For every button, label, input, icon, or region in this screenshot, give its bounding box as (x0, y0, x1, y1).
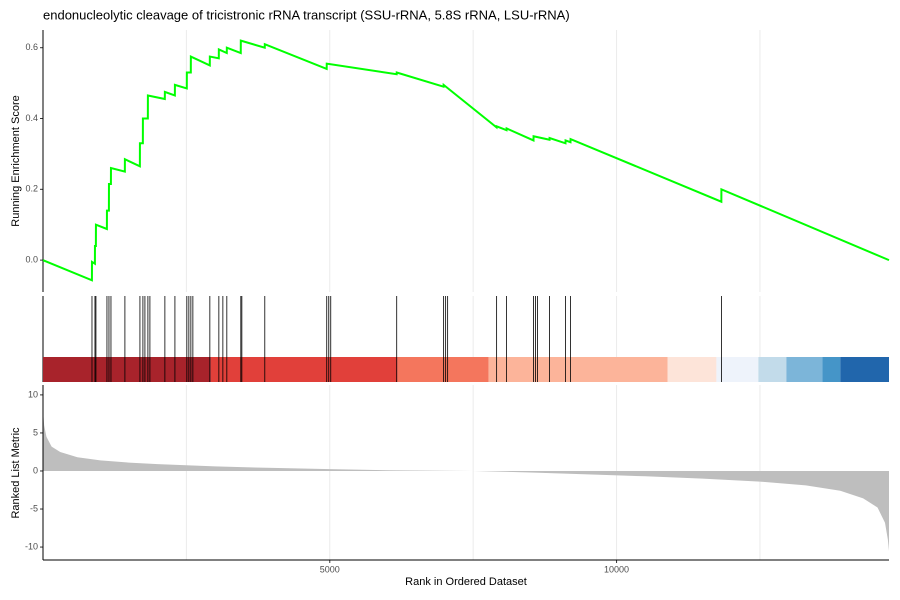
rank-heat-segment (758, 357, 787, 382)
rank-heat-segment (716, 357, 759, 382)
y-tick-label: 0.4 (25, 113, 38, 123)
x-tick-label: 10000 (604, 564, 629, 574)
y-tick-label: -5 (30, 503, 38, 513)
rank-heat-segment (397, 357, 489, 382)
y-tick-label: 0 (33, 465, 38, 475)
y-axis-label: Running Enrichment Score (10, 95, 22, 226)
chart-title: endonucleolytic cleavage of tricistronic… (43, 7, 570, 22)
x-axis-label: Rank in Ordered Dataset (405, 576, 527, 588)
y-tick-label: 0.2 (25, 184, 38, 194)
y-tick-label: -10 (25, 541, 38, 551)
y-tick-label: 0.6 (25, 42, 38, 52)
enrichment-line (42, 39, 890, 282)
rank-heat-segment (488, 357, 668, 382)
x-tick-label: 5000 (320, 564, 340, 574)
rank-heat-segment (786, 357, 823, 382)
y-tick-label: 5 (33, 427, 38, 437)
y-tick-label: 0.0 (25, 255, 38, 265)
rank-heat-segment (840, 357, 889, 382)
rank-heat-segment (822, 357, 841, 382)
metric-area (43, 410, 889, 551)
y-tick-label: 10 (28, 389, 38, 399)
rank-heat-segment (667, 357, 717, 382)
y-axis-label: Ranked List Metric (10, 427, 22, 519)
rank-heat-segment (43, 357, 211, 382)
rank-heat-segment (210, 357, 398, 382)
